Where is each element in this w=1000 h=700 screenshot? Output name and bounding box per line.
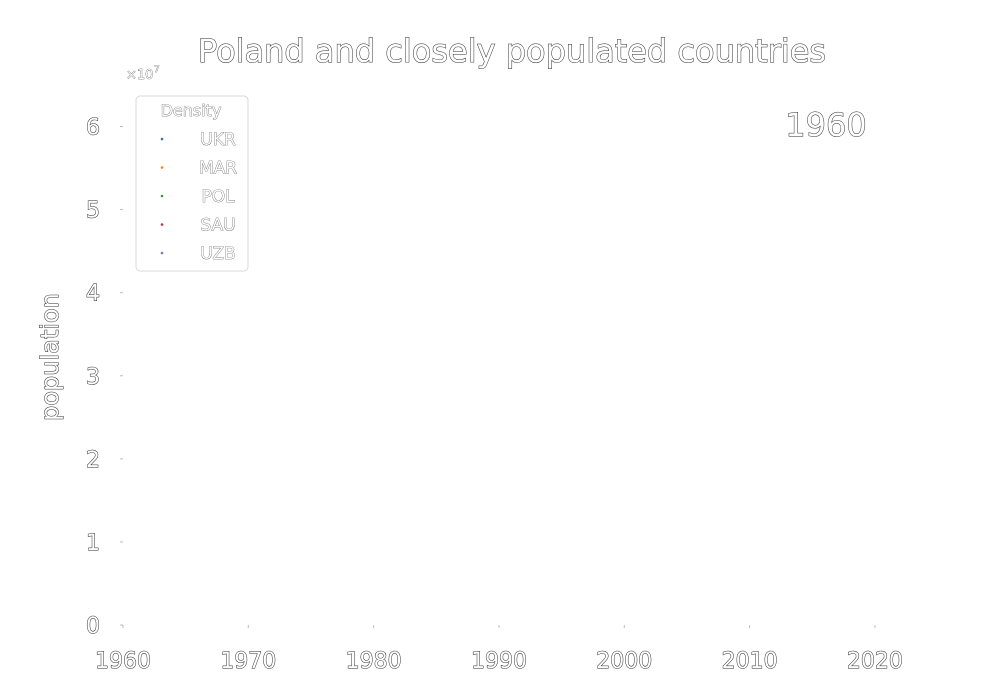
legend-label: UKR bbox=[200, 130, 236, 150]
legend-frame bbox=[135, 95, 249, 272]
y-offset-base: ×10 bbox=[126, 68, 153, 83]
y-tick-label: 4 bbox=[86, 282, 100, 307]
legend-label: MAR bbox=[199, 159, 237, 179]
y-offset-exponent: 7 bbox=[154, 65, 160, 75]
legend: Density UKR MAR POL SAU UZB bbox=[135, 95, 249, 272]
legend-marker bbox=[160, 223, 164, 226]
y-tick-label: 3 bbox=[86, 365, 100, 390]
y-axis: 0 1 2 3 4 5 6 bbox=[86, 115, 123, 640]
y-axis-label: population bbox=[36, 293, 64, 421]
year-label: 1960 bbox=[785, 106, 866, 144]
y-tick-label: 1 bbox=[86, 531, 100, 556]
y-tick-label: 2 bbox=[86, 448, 100, 473]
y-tick-label: 6 bbox=[86, 116, 100, 141]
x-tick-label: 1970 bbox=[220, 649, 276, 674]
legend-label: UZB bbox=[200, 244, 235, 264]
x-axis: 1960 1970 1980 1990 2000 2010 2020 bbox=[95, 625, 903, 675]
legend-entries: UKR MAR POL SAU UZB bbox=[160, 130, 238, 264]
legend-marker bbox=[160, 194, 164, 198]
x-tick-label: 1960 bbox=[95, 649, 151, 674]
y-tick-label: 5 bbox=[86, 199, 100, 224]
legend-label: POL bbox=[201, 187, 235, 207]
x-tick-label: 1990 bbox=[471, 649, 527, 674]
legend-marker bbox=[160, 166, 164, 169]
x-tick-label: 1980 bbox=[346, 649, 402, 674]
x-tick-label: 2020 bbox=[847, 649, 903, 674]
chart-title: Poland and closely populated countries bbox=[198, 32, 826, 70]
legend-title: Density bbox=[161, 101, 222, 120]
y-tick-label: 0 bbox=[86, 614, 100, 639]
legend-marker bbox=[160, 251, 164, 255]
x-tick-label: 2000 bbox=[596, 649, 652, 674]
y-offset-label: ×10 7 bbox=[126, 65, 160, 84]
legend-marker bbox=[160, 137, 164, 141]
x-tick-label: 2010 bbox=[722, 649, 778, 674]
legend-label: SAU bbox=[200, 216, 235, 236]
